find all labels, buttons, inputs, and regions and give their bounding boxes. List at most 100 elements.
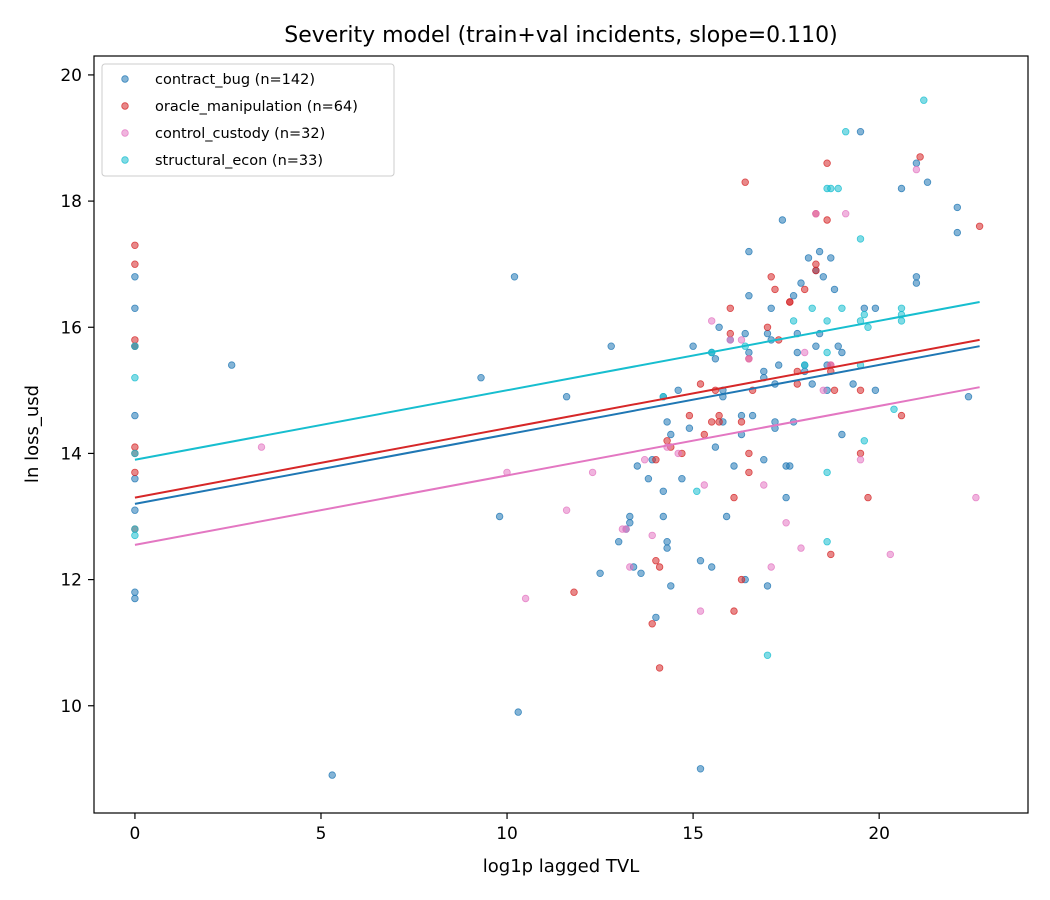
contract-bug-point [827, 254, 835, 262]
y-tick-label: 18 [60, 192, 82, 212]
oracle-manipulation-point [856, 386, 865, 394]
plot-marks [131, 96, 984, 779]
oracle-manipulation-point [726, 329, 734, 338]
contract-bug-point [514, 708, 522, 716]
contract-bug-point [131, 506, 139, 514]
contract-bug-point [748, 411, 757, 420]
structural-econ-point [131, 342, 139, 350]
contract-bug-point [131, 475, 139, 483]
oracle-manipulation-point [737, 418, 746, 426]
oracle-manipulation-point [856, 449, 865, 458]
chart-title: Severity model (train+val incidents, slo… [284, 23, 838, 48]
contract-bug-point [510, 273, 519, 281]
oracle-manipulation-point [812, 260, 820, 268]
contract-bug-point [745, 247, 753, 256]
control-custody-point [812, 209, 820, 218]
oracle-manipulation-point [652, 456, 660, 464]
contract-bug-point [131, 411, 139, 420]
contract-bug-point [659, 487, 667, 495]
contract-bug-point [815, 247, 824, 256]
oracle-manipulation-point [745, 468, 753, 477]
fit-lines [134, 301, 980, 546]
y-tick-label: 20 [60, 66, 82, 86]
contract-bug-point [477, 374, 485, 382]
oracle-manipulation-point [652, 557, 660, 565]
y-axis-ticks: 10 12 14 16 18 20 [60, 66, 94, 717]
contract-bug-point [689, 342, 697, 350]
contract-bug-point [808, 380, 816, 388]
contract-bug-point [685, 424, 694, 432]
contract-bug-point [923, 178, 932, 186]
control-custody-point [562, 506, 571, 514]
oracle-manipulation-point [737, 575, 746, 584]
oracle-manipulation-point [823, 216, 831, 224]
contract-bug-point [495, 512, 504, 521]
y-tick-label: 14 [60, 444, 82, 464]
structural-econ-point [920, 96, 928, 104]
contract-bug-point [912, 159, 921, 167]
contract-bug-point [782, 493, 790, 502]
contract-bug-point [644, 475, 653, 483]
structural-econ-point [860, 310, 868, 319]
contract-bug-point [763, 329, 772, 338]
contract-bug-point [633, 462, 641, 470]
contract-bug-point [663, 544, 671, 552]
contract-bug-point [730, 462, 738, 470]
structural-econ-point [827, 184, 835, 193]
x-tick-label: 15 [682, 824, 704, 844]
contract-bug-point [760, 367, 768, 376]
contract-bug-legend-marker [121, 75, 129, 83]
x-tick-label: 20 [868, 824, 890, 844]
control-custody-point [674, 449, 682, 458]
control-custody-point [257, 443, 266, 451]
structural-econ-point [864, 323, 872, 331]
control-custody-point [641, 456, 649, 464]
oracle-manipulation-legend-label: oracle_manipulation (n=64) [155, 99, 358, 115]
control-custody-point [626, 563, 634, 571]
oracle-manipulation-point [655, 563, 664, 571]
structural-econ-point [789, 317, 798, 325]
contract-bug-point [964, 393, 973, 401]
structural-econ-point [860, 437, 868, 445]
axes-frame [93, 55, 1029, 814]
contract-bug-point [663, 418, 671, 426]
y-tick-label: 16 [60, 318, 82, 338]
contract-bug-point [663, 538, 671, 546]
contract-bug-point [696, 765, 705, 773]
contract-bug-point [596, 569, 604, 577]
structural-econ-point [838, 304, 846, 312]
control-custody-legend-marker [121, 129, 129, 137]
structural-econ-point [131, 449, 139, 458]
oracle-manipulation-point [663, 437, 671, 445]
control-custody-point [745, 355, 753, 363]
contract-bug-point [786, 462, 794, 470]
structural-econ-legend-marker [121, 156, 129, 164]
oracle-manipulation-point [897, 411, 906, 420]
oracle-manipulation-point [131, 468, 139, 477]
oracle-manipulation-point [864, 493, 872, 502]
structural-econ-point [823, 538, 831, 546]
oracle-manipulation-point [570, 588, 578, 596]
contract-bug-point [760, 456, 768, 464]
contract-bug-point [745, 292, 753, 300]
contract-bug-fit-line [134, 345, 980, 505]
contract-bug-point [804, 254, 813, 262]
contract-bug-legend-label: contract_bug (n=142) [155, 72, 315, 88]
contract-bug-point [741, 329, 749, 338]
oracle-manipulation-point [708, 418, 716, 426]
contract-bug-point [667, 430, 675, 439]
x-axis-label: log1p lagged TVL [483, 856, 639, 877]
oracle-manipulation-point [827, 550, 835, 559]
contract-bug-point [615, 538, 623, 546]
oracle-manipulation-point [745, 449, 753, 458]
control-custody-point [700, 481, 708, 489]
oracle-manipulation-point [741, 178, 749, 186]
x-tick-label: 0 [130, 824, 141, 844]
contract-bug-point [711, 443, 720, 451]
contract-bug-point [849, 380, 857, 388]
y-tick-label: 12 [60, 571, 82, 591]
oracle-manipulation-legend-marker [121, 102, 129, 110]
contract-bug-point [830, 285, 839, 294]
y-axis-label: ln loss_usd [22, 385, 43, 483]
oracle-manipulation-point [715, 418, 723, 426]
